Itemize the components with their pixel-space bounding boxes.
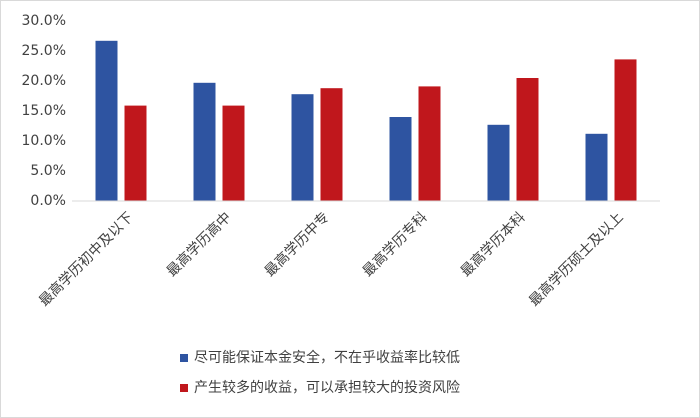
bar bbox=[222, 105, 245, 201]
bar bbox=[291, 94, 314, 201]
legend-swatch bbox=[180, 354, 188, 362]
y-tick-label: 25.0% bbox=[22, 43, 66, 59]
bar bbox=[516, 78, 539, 201]
bar bbox=[124, 105, 147, 201]
bar bbox=[193, 82, 216, 201]
bar bbox=[320, 88, 343, 201]
y-tick-label: 15.0% bbox=[22, 103, 66, 119]
legend-label: 尽可能保证本金安全，不在乎收益率比较低 bbox=[194, 349, 460, 366]
y-tick-label: 30.0% bbox=[22, 13, 66, 29]
y-tick-label: 10.0% bbox=[22, 133, 66, 149]
y-tick-label: 0.0% bbox=[30, 193, 66, 209]
bar bbox=[585, 133, 608, 201]
bar bbox=[614, 59, 637, 202]
legend-label: 产生较多的收益，可以承担较大的投资风险 bbox=[194, 379, 460, 396]
bar bbox=[95, 40, 118, 201]
bar bbox=[487, 124, 510, 201]
legend-swatch bbox=[180, 384, 188, 392]
y-tick-label: 20.0% bbox=[22, 73, 66, 89]
y-tick-label: 5.0% bbox=[30, 163, 66, 179]
bar bbox=[418, 86, 441, 201]
bar bbox=[389, 117, 412, 201]
